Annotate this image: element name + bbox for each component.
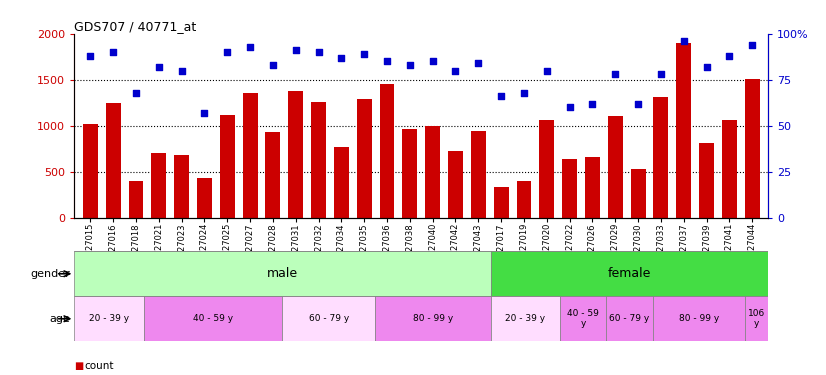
Text: 20 - 39 y: 20 - 39 y: [89, 314, 129, 323]
Bar: [144, 296, 282, 341]
Bar: [563, 159, 577, 218]
Point: [335, 55, 348, 61]
Point: [677, 38, 691, 44]
Bar: [608, 116, 623, 218]
Point: [563, 104, 577, 110]
Bar: [425, 126, 440, 218]
Bar: [653, 97, 668, 218]
Point: [198, 110, 211, 116]
Point: [495, 93, 508, 99]
Point: [700, 64, 713, 70]
Point: [312, 49, 325, 55]
Point: [449, 68, 462, 74]
Bar: [357, 99, 372, 218]
Text: age: age: [50, 314, 70, 324]
Point: [83, 53, 97, 59]
Bar: [129, 181, 144, 218]
Point: [586, 100, 599, 106]
Point: [654, 71, 667, 77]
Bar: [560, 296, 606, 341]
Text: 60 - 79 y: 60 - 79 y: [610, 314, 649, 323]
Bar: [311, 102, 326, 217]
Bar: [491, 296, 560, 341]
Point: [472, 60, 485, 66]
Bar: [174, 155, 189, 218]
Point: [107, 49, 120, 55]
Bar: [334, 147, 349, 218]
Bar: [653, 296, 745, 341]
Bar: [197, 178, 211, 218]
Text: ■: ■: [74, 361, 83, 370]
Point: [175, 68, 188, 74]
Bar: [402, 129, 417, 218]
Bar: [471, 131, 486, 218]
Bar: [676, 43, 691, 218]
Text: GDS707 / 40771_at: GDS707 / 40771_at: [74, 20, 197, 33]
Bar: [288, 91, 303, 218]
Bar: [745, 296, 768, 341]
Bar: [585, 157, 600, 218]
Bar: [722, 120, 737, 218]
Bar: [74, 296, 144, 341]
Text: female: female: [608, 267, 651, 280]
Point: [631, 100, 644, 106]
Bar: [282, 296, 375, 341]
Bar: [491, 251, 768, 296]
Bar: [631, 169, 645, 217]
Text: male: male: [267, 267, 298, 280]
Text: 106
y: 106 y: [748, 309, 765, 328]
Bar: [243, 93, 258, 218]
Point: [609, 71, 622, 77]
Bar: [448, 152, 463, 217]
Text: gender: gender: [31, 269, 70, 279]
Bar: [220, 115, 235, 218]
Text: 60 - 79 y: 60 - 79 y: [309, 314, 349, 323]
Point: [540, 68, 553, 74]
Text: 40 - 59
y: 40 - 59 y: [567, 309, 599, 328]
Bar: [699, 143, 714, 218]
Text: 80 - 99 y: 80 - 99 y: [413, 314, 453, 323]
Bar: [375, 296, 491, 341]
Point: [244, 44, 257, 50]
Point: [723, 53, 736, 59]
Point: [403, 62, 416, 68]
Bar: [151, 153, 166, 218]
Bar: [380, 84, 395, 218]
Text: 40 - 59 y: 40 - 59 y: [193, 314, 233, 323]
Bar: [74, 251, 491, 296]
Text: count: count: [84, 361, 114, 370]
Bar: [494, 187, 509, 218]
Point: [289, 47, 302, 53]
Point: [266, 62, 279, 68]
Text: 80 - 99 y: 80 - 99 y: [679, 314, 719, 323]
Point: [517, 90, 530, 96]
Point: [746, 42, 759, 48]
Point: [358, 51, 371, 57]
Point: [221, 49, 234, 55]
Point: [152, 64, 165, 70]
Point: [130, 90, 143, 96]
Point: [381, 58, 394, 64]
Bar: [265, 132, 280, 218]
Bar: [106, 103, 121, 218]
Bar: [745, 79, 760, 218]
Point: [426, 58, 439, 64]
Bar: [83, 124, 97, 218]
Text: 20 - 39 y: 20 - 39 y: [506, 314, 545, 323]
Bar: [539, 120, 554, 218]
Bar: [516, 181, 531, 218]
Bar: [606, 296, 653, 341]
